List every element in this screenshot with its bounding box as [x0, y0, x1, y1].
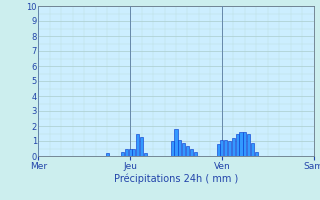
Bar — [171, 141, 174, 156]
Bar — [136, 134, 139, 156]
Bar — [247, 134, 250, 156]
Bar — [255, 152, 258, 156]
Bar — [228, 141, 231, 156]
Bar — [232, 138, 235, 156]
Bar — [121, 152, 124, 156]
Bar — [178, 140, 181, 156]
Bar — [224, 140, 227, 156]
Bar — [217, 144, 220, 156]
Bar — [194, 152, 197, 156]
Bar — [236, 134, 239, 156]
Bar — [243, 132, 246, 156]
Bar — [144, 153, 147, 156]
Bar — [186, 146, 189, 156]
Bar — [132, 149, 135, 156]
Bar — [190, 148, 193, 156]
X-axis label: Précipitations 24h ( mm ): Précipitations 24h ( mm ) — [114, 173, 238, 184]
Bar — [220, 140, 223, 156]
Bar — [239, 132, 243, 156]
Bar — [174, 129, 178, 156]
Bar — [125, 149, 128, 156]
Bar — [106, 153, 109, 156]
Bar — [129, 148, 132, 156]
Bar — [182, 142, 185, 156]
Bar — [140, 137, 143, 156]
Bar — [251, 142, 254, 156]
